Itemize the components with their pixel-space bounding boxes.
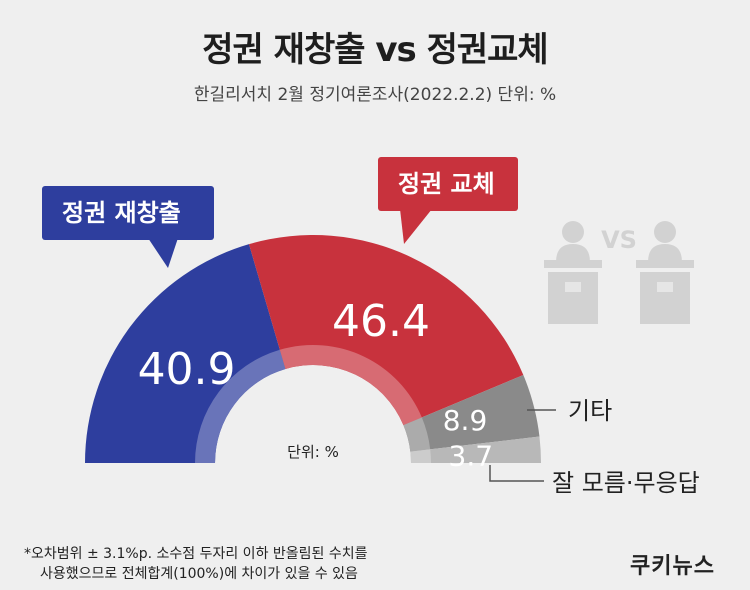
page-subtitle: 한길리서치 2월 정기여론조사(2022.2.2) 단위: % xyxy=(193,85,557,105)
leader-line-unknown xyxy=(489,465,544,482)
vs-icon-label: VS xyxy=(601,226,637,254)
slice-inner-band-3 xyxy=(403,417,431,452)
chart-value-labels: 40.9 46.4 8.93.7 xyxy=(138,296,494,472)
callout-change-pointer xyxy=(400,209,432,244)
footnote-line-1: *오차범위 ± 3.1%p. 소수점 두자리 이하 반올림된 수치를 xyxy=(24,546,368,562)
callout-keep: 정권 재창출 xyxy=(42,186,214,240)
slice-3 xyxy=(403,375,540,452)
debate-icon: VS xyxy=(544,221,694,324)
callout-change: 정권 교체 xyxy=(378,157,518,211)
slice-label-other: 기타 xyxy=(568,397,612,425)
chart-slices xyxy=(85,234,541,463)
footnote: *오차범위 ± 3.1%p. 소수점 두자리 이하 반올림된 수치를 사용했으므… xyxy=(24,544,368,584)
value-label-3: 8.9 xyxy=(443,404,488,437)
slice-4 xyxy=(410,436,541,463)
value-label-1: 40.9 xyxy=(138,344,236,395)
slice-2 xyxy=(248,234,524,426)
slice-label-unknown: 잘 모름·무응답 xyxy=(552,469,700,497)
slice-1 xyxy=(85,244,286,463)
slice-inner-band-1 xyxy=(195,349,286,463)
value-label-4: 3.7 xyxy=(449,439,494,472)
page-title: 정권 재창출 vs 정권교체 xyxy=(202,30,548,70)
brand-logo: 쿠키뉴스 xyxy=(630,554,715,579)
speaker-right-icon xyxy=(636,221,694,324)
center-unit-label: 단위: % xyxy=(287,443,339,461)
value-label-2: 46.4 xyxy=(332,296,430,347)
footnote-line-2: 사용했으므로 전체합계(100%)에 차이가 있을 수 있음 xyxy=(40,566,358,582)
callout-keep-pointer xyxy=(148,238,178,268)
slice-inner-band-2 xyxy=(279,344,422,426)
slice-inner-band-4 xyxy=(410,449,431,463)
speaker-left-icon xyxy=(544,221,602,324)
chart-inner-ring xyxy=(195,344,431,463)
